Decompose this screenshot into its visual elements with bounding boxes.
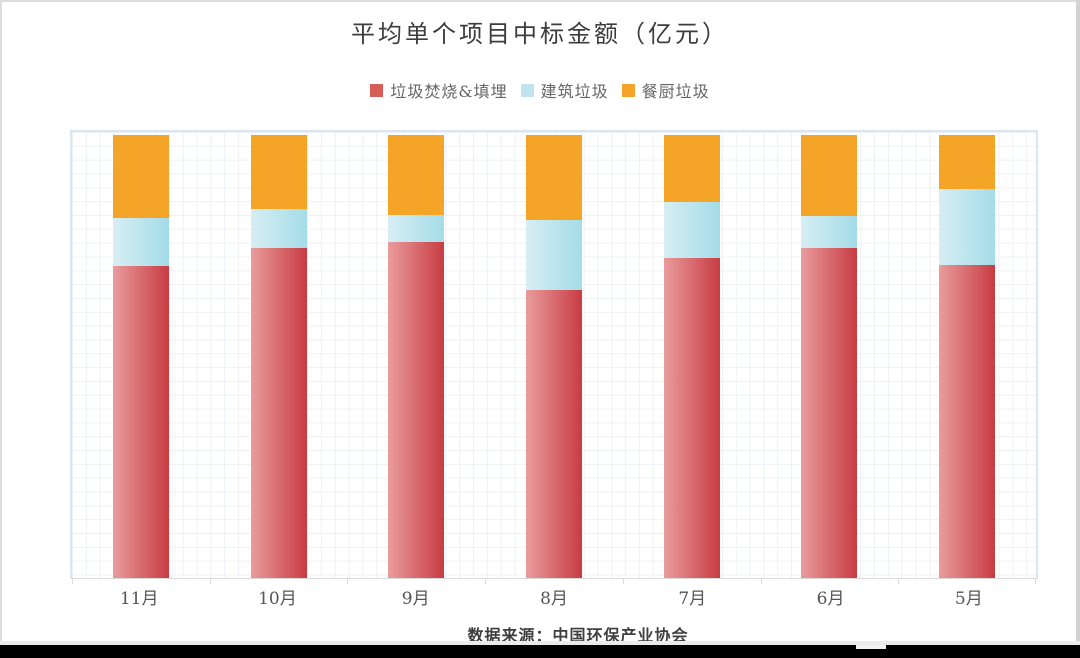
x-tick-label: 6月 [816,589,845,609]
stacked-bar-10月 [250,135,307,578]
legend-swatch-icon [370,83,384,97]
x-axis-tick [485,578,487,584]
top-edge-border [0,0,1080,2]
bar-segment [112,266,169,578]
x-tick-label: 5月 [954,589,983,609]
x-axis-tick [898,578,900,584]
x-tick-label: 7月 [678,589,707,609]
data-source-note: 数据来源：中国环保产业协会 [0,622,1080,646]
legend-swatch-icon [621,83,635,97]
bar-segment [939,188,996,266]
legend-label: 餐厨垃圾 [641,82,710,101]
bar-segment [526,290,582,578]
chart-legend: 垃圾焚烧&填埋 建筑垃圾 餐厨垃圾 [0,78,1080,102]
x-axis-labels: 11月 10月 9月 8月 7月 6月 5月 [70,586,1038,612]
bar-segment [801,135,858,216]
data-source-text: 数据来源：中国环保产业协会 [467,626,689,645]
x-axis-tick [72,578,73,584]
stacked-bar-5月 [939,135,996,578]
bar-segment [388,242,445,578]
stacked-bar-6月 [801,135,858,578]
stacked-bar-9月 [388,135,445,578]
left-edge-border [0,0,2,644]
bottom-black-bar [0,645,1080,658]
bar-segment [250,135,307,209]
legend-item-0: 垃圾焚烧&填埋 [370,78,507,102]
legend-label: 建筑垃圾 [540,82,609,101]
plot-area [70,130,1038,584]
x-tick-label: 8月 [540,589,568,609]
bar-segment [112,218,169,267]
stacked-bar-11月 [112,135,169,578]
x-axis-tick [760,578,762,584]
x-tick-label: 11月 [119,589,159,609]
bar-segment [663,258,720,578]
bar-segment [801,215,858,249]
legend-item-2: 餐厨垃圾 [621,78,710,102]
bottom-divider-tab [856,645,886,649]
stacked-bar-7月 [663,135,720,578]
bottom-divider [0,641,1080,645]
legend-label: 垃圾焚烧&填埋 [390,82,508,101]
bar-segment [112,135,169,219]
bar-segment [663,202,720,259]
x-axis-tick [622,578,624,584]
bar-segment [939,135,996,189]
bar-segment [526,135,582,220]
chart-title: 平均单个项目中标金额（亿元） [351,20,729,48]
bar-segment [388,135,445,216]
bar-segment [939,265,996,578]
legend-swatch-icon [520,83,534,97]
scrollbar-track[interactable] [1076,0,1080,642]
bar-segment [663,135,720,203]
x-tick-label: 10月 [258,589,297,609]
bar-segment [388,215,445,243]
legend-item-1: 建筑垃圾 [520,78,609,102]
x-axis-tick [347,578,349,584]
bar-segment [250,208,307,249]
x-axis-tick [209,578,211,584]
bar-segment [801,248,858,578]
bar-segment [526,219,582,291]
stacked-bar-8月 [526,135,582,578]
x-axis-tick [1035,578,1036,584]
bar-segment [250,248,307,578]
x-tick-label: 9月 [401,589,430,609]
